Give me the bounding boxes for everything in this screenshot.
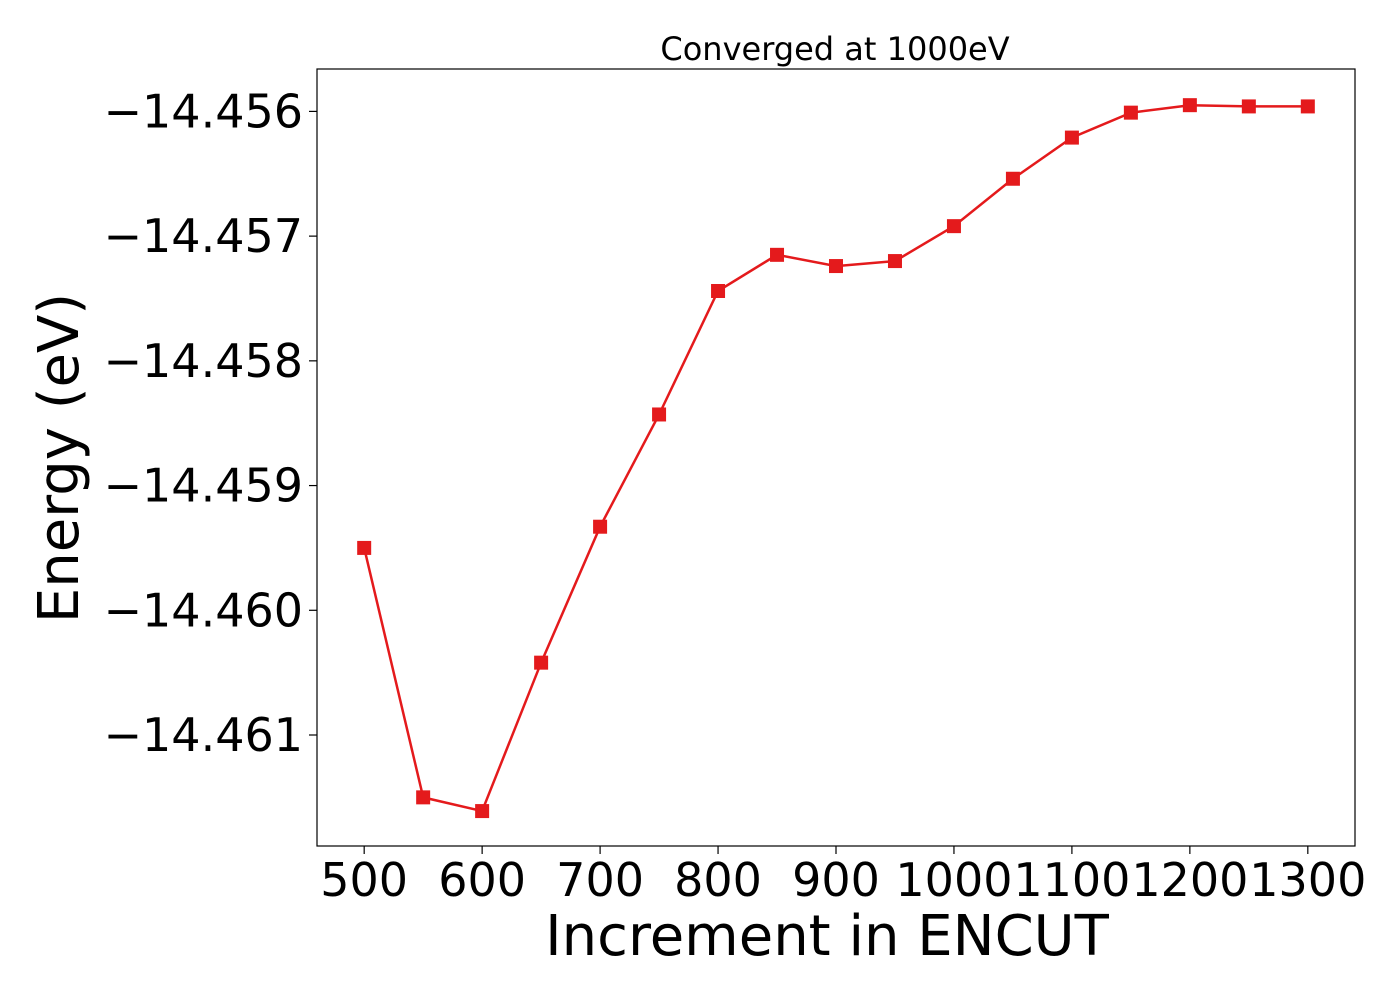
plot-frame	[316, 68, 1356, 847]
data-point	[829, 259, 843, 274]
x-tick-label: 1300	[1249, 853, 1366, 907]
data-point	[593, 519, 608, 534]
data-point	[1300, 99, 1315, 114]
data-point	[357, 540, 372, 555]
data-point	[946, 219, 961, 234]
data-point	[416, 790, 431, 805]
x-tick-label: 800	[674, 853, 762, 907]
x-axis: 500 600 700 800 900 1000 1100 1200 1300	[320, 846, 1366, 907]
data-point	[1064, 130, 1079, 145]
x-tick-label: 600	[438, 853, 526, 907]
energy-series-markers	[357, 98, 1315, 819]
data-point	[475, 804, 490, 819]
y-axis-label: Energy (eV)	[27, 293, 92, 623]
x-tick-label: 1100	[1013, 853, 1130, 907]
x-tick-label: 1000	[895, 853, 1012, 907]
plot-area: 500 600 700 800 900 1000 1100 1200 1300 −14.461−…	[104, 68, 1366, 907]
data-point	[1182, 98, 1197, 113]
data-point	[1123, 105, 1138, 120]
energy-series-line	[362, 103, 1308, 813]
y-axis: −14.461 −14.460 −14.459 −14.458 −14.457 −14.4…	[104, 84, 317, 762]
x-tick-label: 900	[792, 853, 880, 907]
x-tick-label: 1200	[1131, 853, 1248, 907]
y-tick-label: −14.457	[104, 209, 304, 263]
data-point	[711, 284, 726, 298]
data-point	[652, 407, 667, 422]
y-tick-label: −14.459	[104, 459, 304, 513]
data-point	[887, 254, 902, 269]
x-tick-label: 500	[320, 853, 408, 907]
y-tick-label: −14.460	[104, 583, 304, 637]
x-tick-label: 700	[556, 853, 644, 907]
data-point	[1241, 99, 1256, 114]
data-point	[534, 655, 549, 670]
x-axis-label: Increment in ENCUT	[545, 904, 1110, 969]
data-point	[1005, 171, 1020, 186]
y-tick-label: −14.458	[104, 334, 304, 388]
y-tick-label: −14.456	[104, 84, 304, 138]
data-point	[770, 247, 785, 262]
y-tick-label: −14.461	[104, 708, 304, 762]
chart-title: Converged at 1000eV	[660, 30, 1009, 68]
